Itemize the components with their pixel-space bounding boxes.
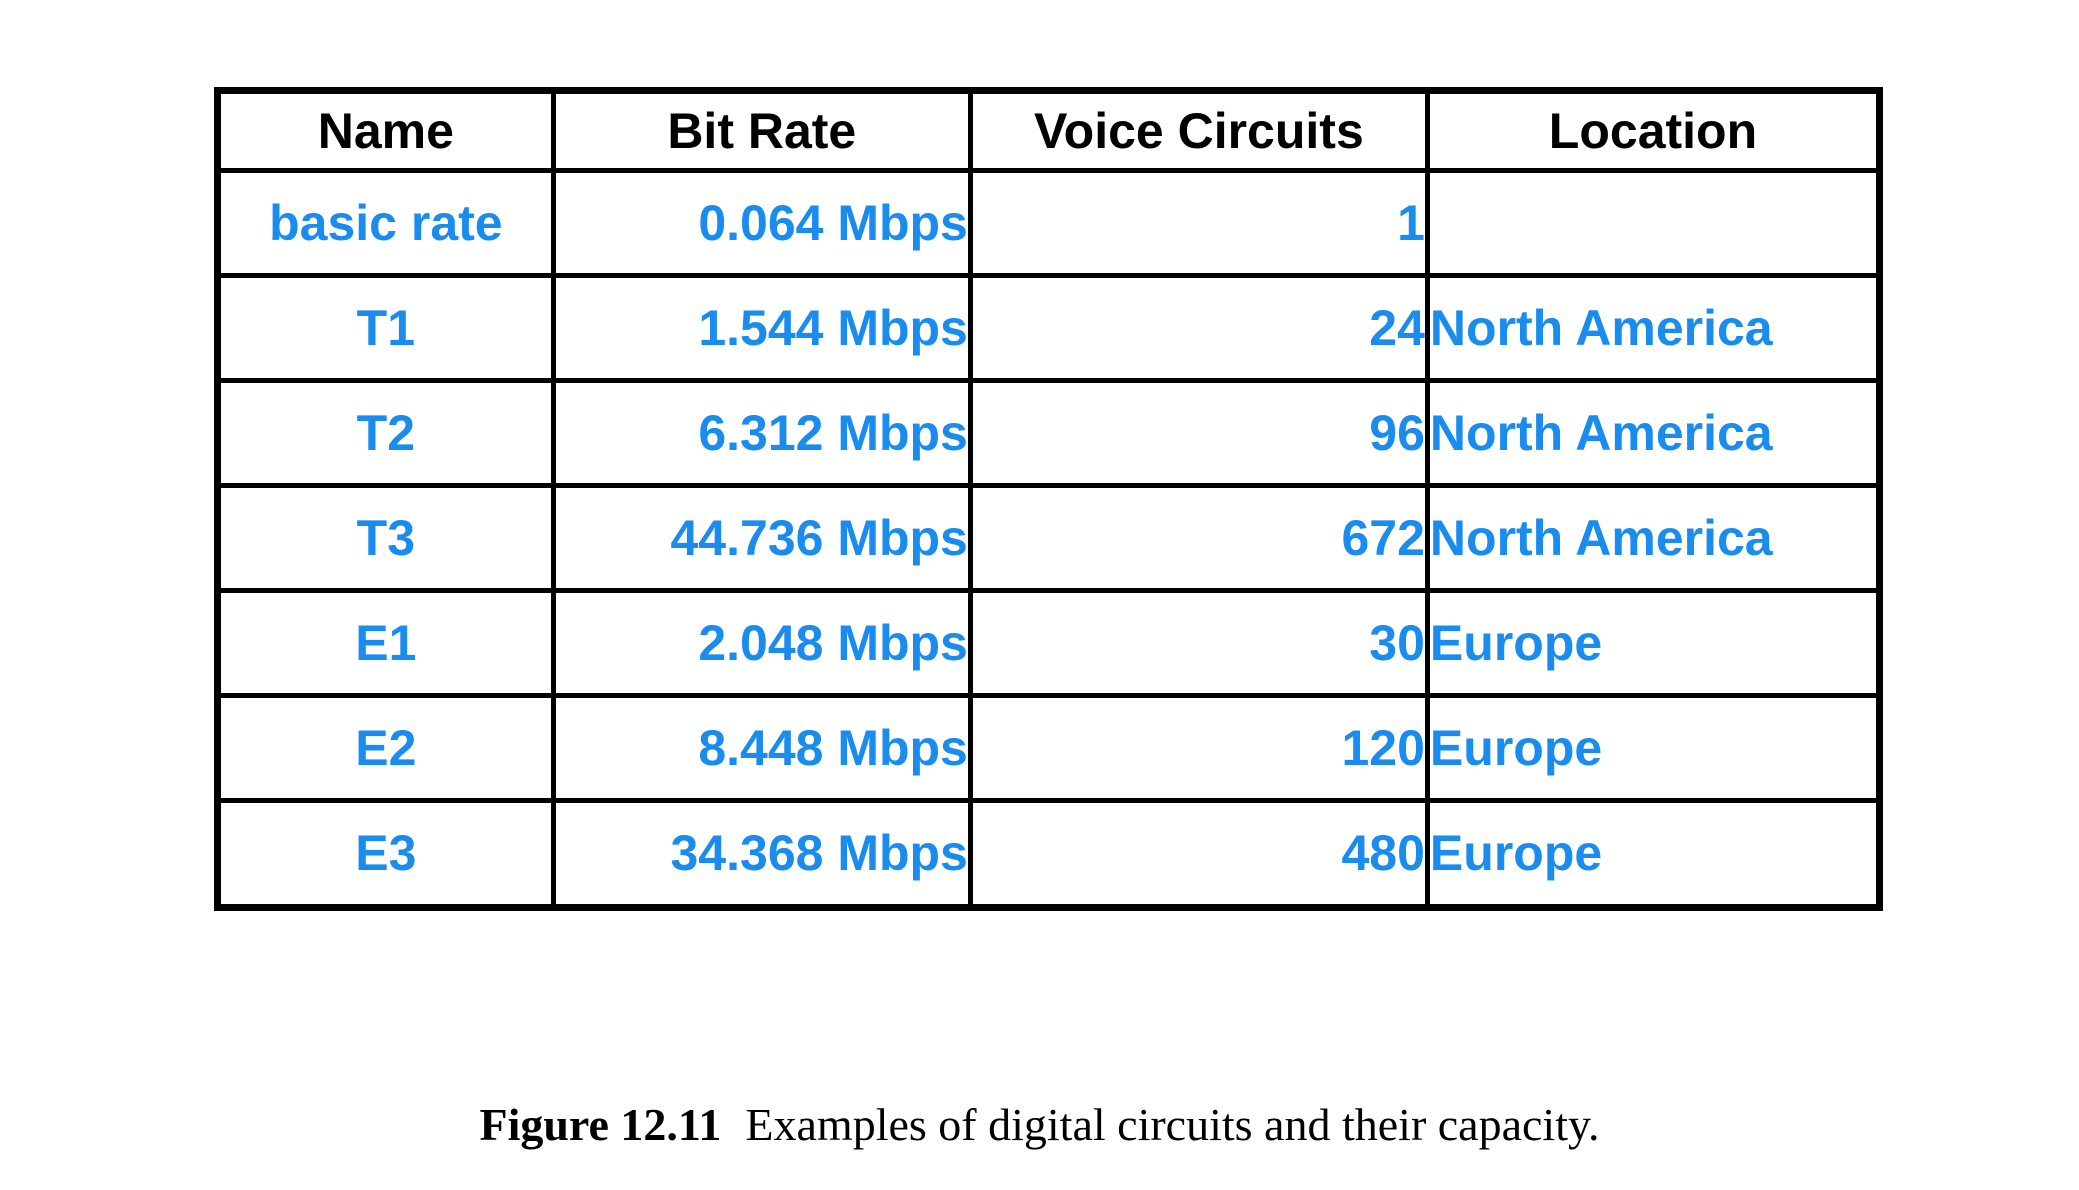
- cell-voice-circuits: 30: [967, 588, 1430, 699]
- table-row: T3 44.736 Mbps 672 North America: [215, 483, 1883, 594]
- table-row: E2 8.448 Mbps 120 Europe: [215, 693, 1883, 804]
- cell-voice-circuits: 120: [967, 693, 1430, 804]
- header-row: Name Bit Rate Voice Circuits Location: [215, 88, 1883, 173]
- cell-location: North America: [1424, 483, 1883, 594]
- cell-location: North America: [1424, 378, 1883, 489]
- cell-name: T2: [215, 378, 556, 489]
- cell-location: Europe: [1424, 588, 1883, 699]
- figure-caption-label: Figure 12.11: [479, 1099, 722, 1150]
- table-row: T2 6.312 Mbps 96 North America: [215, 378, 1883, 489]
- figure-caption: Figure 12.11 Examples of digital circuits…: [0, 1098, 2079, 1151]
- cell-voice-circuits: 24: [967, 273, 1430, 384]
- cell-name: E3: [215, 798, 556, 910]
- digital-circuits-table: Name Bit Rate Voice Circuits Location ba…: [214, 87, 1883, 911]
- cell-bit-rate: 34.368 Mbps: [550, 798, 973, 910]
- cell-location: North America: [1424, 273, 1883, 384]
- cell-bit-rate: 1.544 Mbps: [550, 273, 973, 384]
- cell-bit-rate: 0.064 Mbps: [550, 167, 973, 279]
- cell-bit-rate: 8.448 Mbps: [550, 693, 973, 804]
- cell-name: basic rate: [215, 167, 556, 279]
- cell-bit-rate: 6.312 Mbps: [550, 378, 973, 489]
- cell-voice-circuits: 1: [967, 167, 1430, 279]
- column-header-voice-circuits: Voice Circuits: [967, 88, 1430, 173]
- cell-name: T3: [215, 483, 556, 594]
- cell-bit-rate: 44.736 Mbps: [550, 483, 973, 594]
- figure-caption-text: Examples of digital circuits and their c…: [745, 1099, 1600, 1150]
- column-header-bit-rate: Bit Rate: [550, 88, 973, 173]
- table-row: E1 2.048 Mbps 30 Europe: [215, 588, 1883, 699]
- cell-location: Europe: [1424, 693, 1883, 804]
- table-row: E3 34.368 Mbps 480 Europe: [215, 798, 1883, 910]
- cell-voice-circuits: 672: [967, 483, 1430, 594]
- cell-location: Europe: [1424, 798, 1883, 910]
- cell-name: E2: [215, 693, 556, 804]
- column-header-name: Name: [215, 88, 556, 173]
- cell-name: E1: [215, 588, 556, 699]
- cell-bit-rate: 2.048 Mbps: [550, 588, 973, 699]
- column-header-location: Location: [1424, 88, 1883, 173]
- cell-location: [1424, 167, 1883, 279]
- table-row: T1 1.544 Mbps 24 North America: [215, 273, 1883, 384]
- cell-name: T1: [215, 273, 556, 384]
- cell-voice-circuits: 96: [967, 378, 1430, 489]
- table-row: basic rate 0.064 Mbps 1: [215, 167, 1883, 279]
- cell-voice-circuits: 480: [967, 798, 1430, 910]
